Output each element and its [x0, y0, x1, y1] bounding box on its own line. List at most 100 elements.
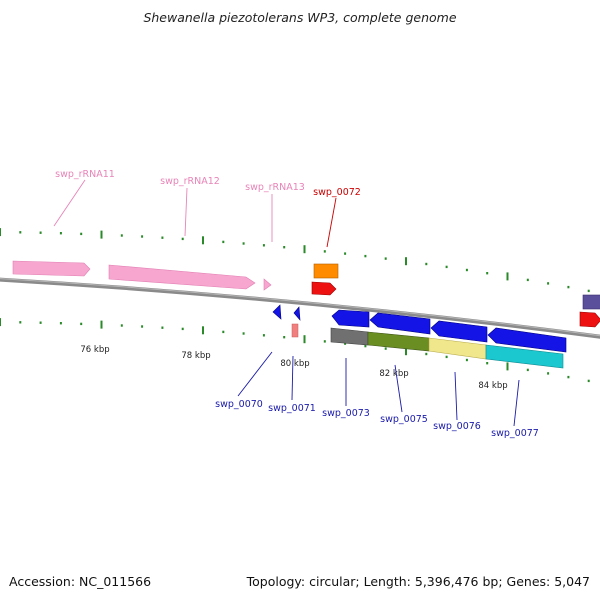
gene-swp-rrna12[interactable] — [108, 264, 256, 290]
tick-label-82kbp: 82 kbp — [379, 369, 408, 379]
genome-backbone — [0, 277, 600, 339]
minor-tick — [344, 252, 347, 255]
minor-tick — [19, 321, 22, 324]
label-swp-0073: swp_0073 — [322, 408, 370, 419]
label-swp-0075: swp_0075 — [380, 414, 428, 425]
minor-tick — [567, 375, 570, 379]
minor-tick — [384, 347, 387, 350]
major-tick — [202, 326, 204, 335]
minor-tick — [465, 268, 468, 272]
tick-label-78kbp: 78 kbp — [181, 351, 210, 361]
minor-tick — [222, 240, 225, 244]
minor-tick — [384, 257, 387, 260]
gene-small-blue[interactable] — [293, 306, 301, 321]
label-swp-0077: swp_0077 — [491, 428, 539, 439]
minor-tick — [283, 246, 286, 249]
leader-swp-0072 — [326, 197, 337, 248]
minor-tick — [465, 358, 468, 362]
minor-tick — [364, 254, 367, 258]
lower-tick-track — [0, 318, 590, 383]
major-tick — [303, 335, 306, 344]
minor-tick — [283, 336, 286, 339]
gene-slate-edge[interactable] — [582, 294, 600, 310]
minor-tick — [181, 237, 184, 241]
major-tick — [0, 318, 1, 327]
minor-tick — [262, 334, 265, 337]
leader-swp-0077 — [513, 379, 520, 427]
major-tick — [303, 245, 306, 254]
gene-swp-0072[interactable] — [311, 281, 337, 296]
gene-red-edge[interactable] — [579, 311, 600, 328]
minor-tick — [547, 372, 550, 375]
tick-label-76kbp: 76 kbp — [80, 345, 109, 355]
minor-tick — [161, 236, 164, 239]
upper-tick-track — [0, 228, 590, 293]
minor-tick — [425, 262, 428, 266]
tick-label-80kbp: 80 kbp — [280, 359, 309, 369]
minor-tick — [141, 235, 144, 238]
minor-tick — [323, 340, 326, 343]
gene-swp-0076[interactable] — [428, 337, 487, 360]
minor-tick — [445, 355, 448, 359]
minor-tick — [39, 231, 42, 234]
gene-blue-2[interactable] — [369, 312, 431, 335]
gene-swp-0077[interactable] — [485, 344, 564, 369]
leader-swp-rrna11 — [53, 179, 86, 227]
minor-tick — [222, 330, 225, 334]
reverse-blue-genes — [331, 309, 567, 353]
label-swp-0072: swp_0072 — [313, 187, 361, 198]
leader-swp-0075 — [394, 364, 403, 413]
minor-tick — [547, 282, 550, 285]
major-tick — [405, 347, 407, 356]
major-tick — [0, 228, 1, 237]
reverse-colored-genes — [330, 327, 564, 369]
minor-tick — [587, 289, 590, 293]
label-swp-0071: swp_0071 — [268, 403, 316, 414]
gene-swp-0070[interactable] — [272, 304, 282, 320]
minor-tick — [567, 285, 570, 289]
label-swp-rrna11: swp_rRNA11 — [55, 169, 115, 180]
minor-tick — [120, 324, 123, 327]
minor-tick — [59, 232, 62, 235]
major-tick — [506, 272, 509, 281]
minor-tick — [80, 232, 83, 236]
minor-tick — [445, 265, 448, 269]
major-tick — [202, 236, 204, 245]
accession-text: Accession: NC_011566 — [9, 574, 151, 589]
minor-tick — [141, 325, 144, 328]
leader-swp-0070 — [237, 351, 273, 397]
minor-tick — [344, 342, 347, 345]
genome-title: Shewanella piezotolerans WP3, complete g… — [143, 10, 456, 25]
gene-swp-rrna11[interactable] — [12, 260, 91, 277]
gene-swp-0073[interactable] — [330, 327, 369, 346]
tick-label-84kbp: 84 kbp — [478, 381, 507, 391]
minor-tick — [262, 244, 265, 247]
minor-tick — [39, 321, 42, 324]
gene-blue-3[interactable] — [430, 320, 488, 343]
genome-summary-text: Topology: circular; Length: 5,396,476 bp… — [246, 574, 590, 589]
label-swp-0076: swp_0076 — [433, 421, 481, 432]
leader-swp-rrna12 — [184, 187, 188, 237]
minor-tick — [526, 368, 529, 372]
minor-tick — [242, 332, 245, 335]
major-tick — [506, 362, 509, 371]
minor-tick — [526, 278, 529, 282]
gene-swp-0071[interactable] — [291, 323, 299, 338]
leader-swp-0076 — [454, 371, 458, 421]
minor-tick — [181, 327, 184, 331]
gene-orange[interactable] — [313, 263, 339, 279]
major-tick — [100, 230, 103, 239]
minor-tick — [364, 344, 367, 348]
minor-tick — [323, 250, 326, 253]
genome-backbone-highlight — [0, 278, 600, 337]
gene-swp-rrna13[interactable] — [263, 278, 272, 291]
minor-tick — [486, 362, 489, 365]
minor-tick — [80, 322, 83, 326]
leader-swp-0071 — [291, 355, 294, 401]
label-swp-rrna12: swp_rRNA12 — [160, 176, 220, 187]
gene-blue-4[interactable] — [487, 327, 567, 353]
minor-tick — [19, 231, 22, 234]
gene-swp-0075[interactable] — [367, 331, 430, 352]
gene-blue-1[interactable] — [331, 309, 370, 328]
